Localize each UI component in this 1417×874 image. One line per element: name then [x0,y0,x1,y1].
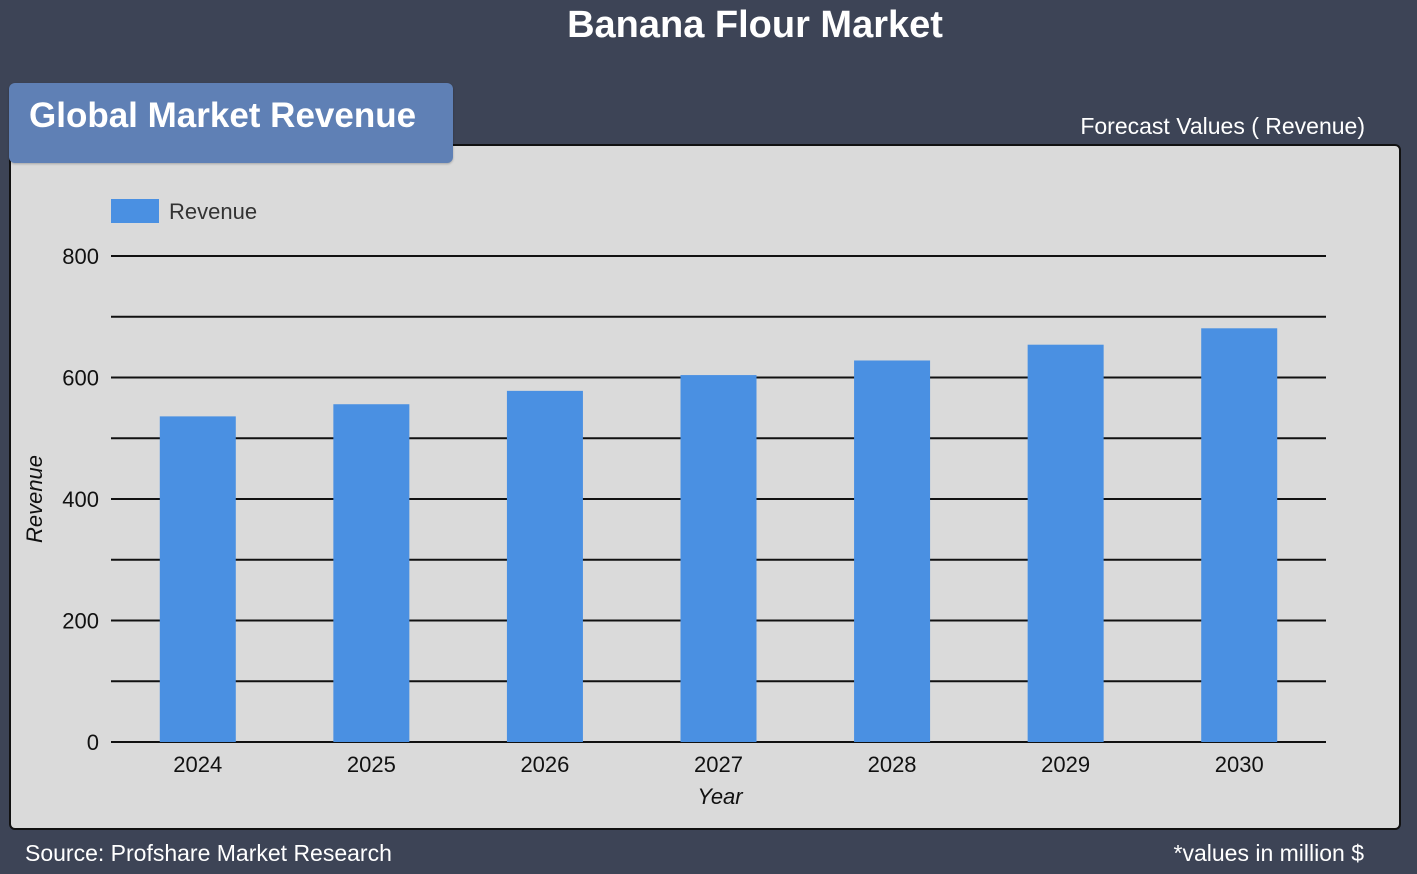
x-tick-label: 2026 [520,752,569,777]
source-label: Source: Profshare Market Research [25,840,392,866]
legend-label: Revenue [169,199,257,224]
y-axis-title: Revenue [22,455,47,543]
x-tick-label: 2029 [1041,752,1090,777]
x-tick-label: 2030 [1215,752,1264,777]
bar-2028 [854,360,931,742]
x-tick-label: 2028 [868,752,917,777]
page-title: Banana Flour Market [567,4,943,46]
y-tick-label: 200 [62,609,99,634]
section-tag: Global Market Revenue [9,83,453,163]
bar-2025 [333,404,410,742]
bar-2024 [159,416,236,742]
y-tick-label: 0 [87,730,99,755]
x-tick-label: 2024 [173,752,222,777]
x-tick-label: 2027 [694,752,743,777]
bar-2029 [1027,344,1104,742]
y-tick-label: 400 [62,487,99,512]
section-tag-label: Global Market Revenue [29,96,417,135]
y-tick-label: 800 [62,244,99,269]
legend-swatch [111,199,159,223]
bar-2027 [680,375,757,742]
forecast-label: Forecast Values ( Revenue) [1080,113,1365,139]
bar-2026 [506,390,583,742]
x-tick-label: 2025 [347,752,396,777]
x-axis-title: Year [697,784,744,809]
y-tick-label: 600 [62,366,99,391]
bar-2030 [1201,328,1278,742]
units-note: *values in million $ [1173,840,1364,866]
